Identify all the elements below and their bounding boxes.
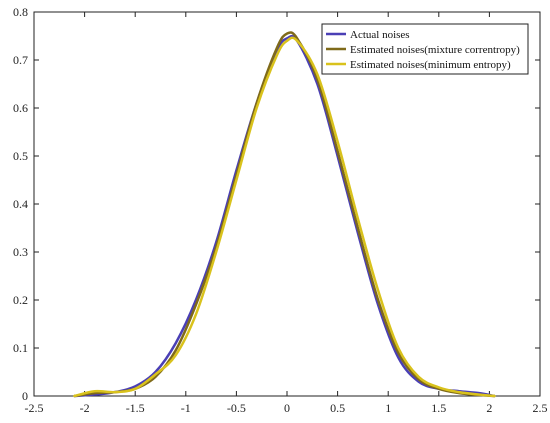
x-tick-label: -1.5 xyxy=(126,401,145,415)
y-tick-label: 0.6 xyxy=(13,101,28,115)
legend-label-3: Estimated noises(minimum entropy) xyxy=(350,59,511,71)
x-tick-label: -0.5 xyxy=(227,401,246,415)
x-tick-label: -1 xyxy=(181,401,191,415)
x-tick-label: 1.5 xyxy=(431,401,446,415)
x-tick-label: 0 xyxy=(284,401,290,415)
y-tick-label: 0.1 xyxy=(13,341,28,355)
y-tick-label: 0.7 xyxy=(13,53,28,67)
series-line-3 xyxy=(73,36,496,398)
axis-ticks: -2.5 -2 -1.5 -1 -0.5 0 0.5 1 1.5 2 2.5 0 0.1 0.2 0.3 0.… xyxy=(13,5,548,415)
y-tick-label: 0.8 xyxy=(13,5,28,19)
legend-box xyxy=(321,23,529,75)
x-tick-label: 1 xyxy=(385,401,391,415)
plot-area xyxy=(33,11,541,397)
x-tick-label: 2 xyxy=(486,401,492,415)
x-tick-label: 0.5 xyxy=(330,401,345,415)
y-tick-label: 0.4 xyxy=(13,197,28,211)
legend: Actual noises Estimated noises(mixture co… xyxy=(321,23,529,75)
x-tick-label: -2 xyxy=(80,401,90,415)
series-line-1 xyxy=(73,34,496,398)
y-tick-label: 0.5 xyxy=(13,149,28,163)
y-tick-label: 0.2 xyxy=(13,293,28,307)
series-lines xyxy=(73,31,496,398)
legend-label-2: Estimated noises(mixture correntropy) xyxy=(350,44,520,56)
y-tick-label: 0 xyxy=(22,389,28,403)
x-tick-label: -2.5 xyxy=(25,401,44,415)
x-tick-label: 2.5 xyxy=(533,401,548,415)
series-line-2 xyxy=(73,31,496,398)
y-tick-label: 0.3 xyxy=(13,245,28,259)
legend-label-1: Actual noises xyxy=(350,29,410,41)
